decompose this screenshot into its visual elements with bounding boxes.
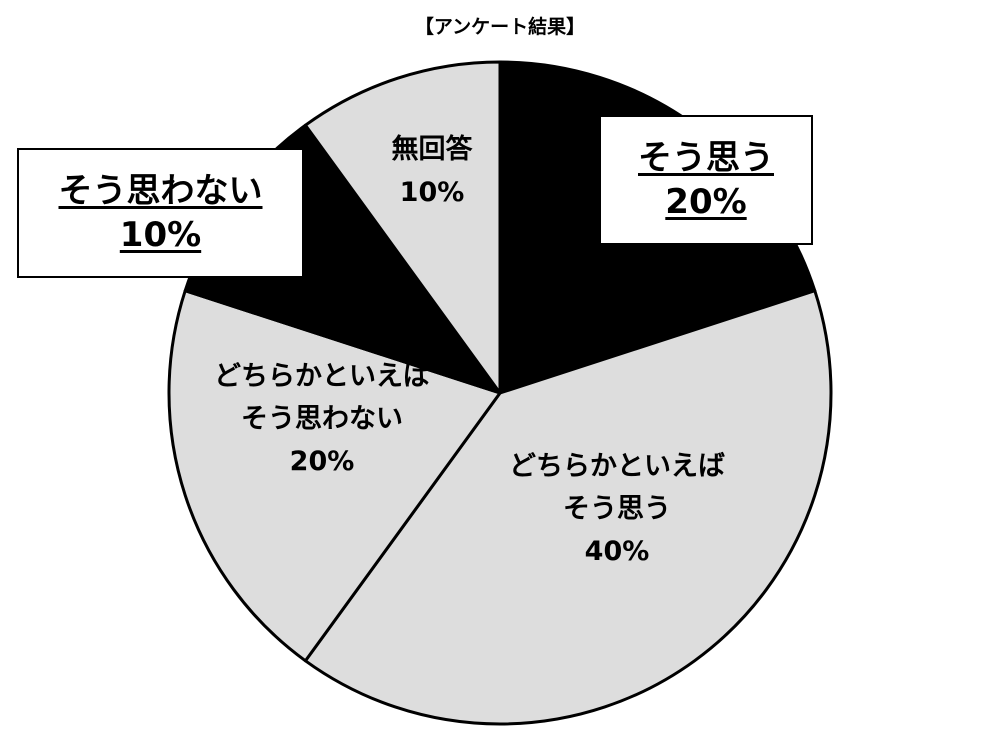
pie-slice-somewhat-disagree: [167, 289, 502, 663]
callout-disagree: そう思わない 10%: [17, 148, 304, 278]
callout-agree-label: そう思う: [638, 137, 774, 178]
callout-disagree-label: そう思わない: [58, 170, 263, 211]
slice-label-somewhat-disagree-3: 20%: [290, 446, 355, 477]
slice-label-no-answer-1: 無回答: [392, 133, 474, 165]
pie-slice-no-answer: [303, 60, 502, 395]
slice-label-somewhat-agree-3: 40%: [585, 536, 650, 567]
chart-title: 【アンケート結果】: [414, 16, 586, 38]
slice-label-somewhat-agree-2: そう思う: [563, 494, 671, 525]
pie-slice-somewhat-agree: [303, 289, 833, 726]
callout-agree-value: 20%: [665, 182, 747, 222]
slice-label-somewhat-disagree-2: そう思わない: [241, 404, 403, 435]
callout-disagree-value: 10%: [119, 215, 202, 255]
slice-label-somewhat-disagree-1: どちらかといえば: [214, 361, 430, 392]
slice-label-no-answer-2: 10%: [400, 177, 465, 208]
callout-agree: そう思う 20%: [599, 115, 813, 245]
slice-label-somewhat-agree-1: どちらかといえば: [509, 451, 725, 482]
